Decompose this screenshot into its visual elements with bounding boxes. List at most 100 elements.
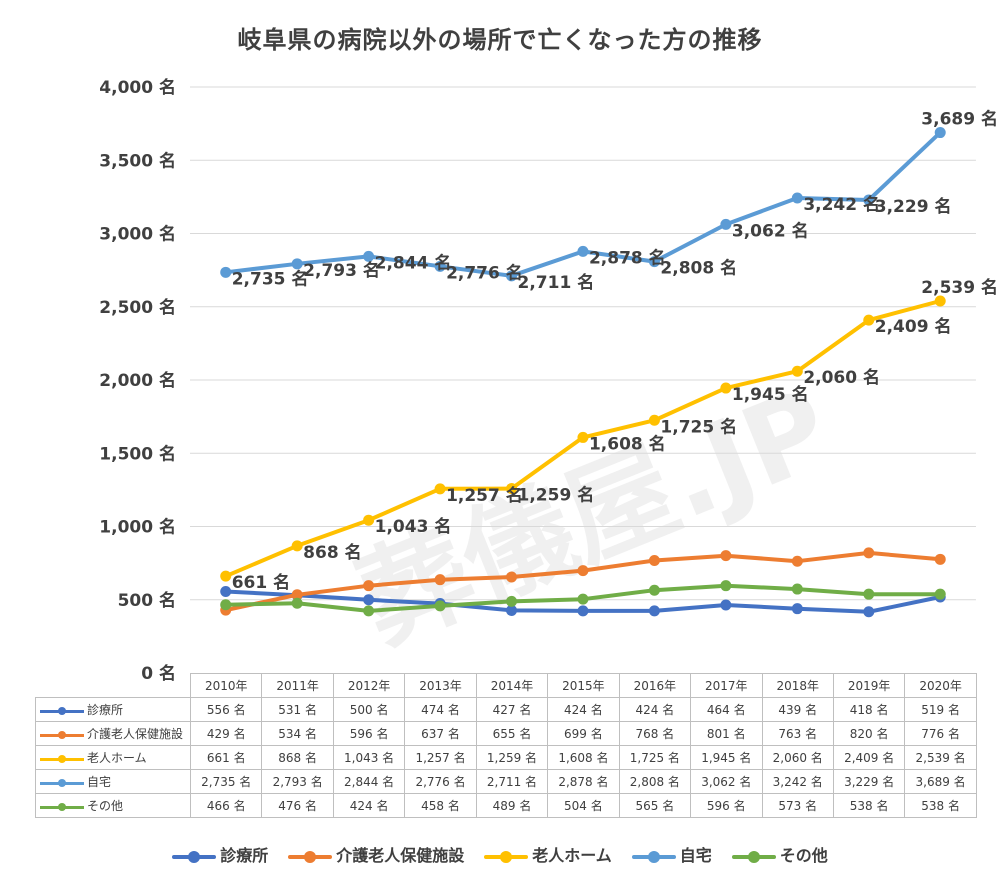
table-cell: 2,878 名 <box>547 769 620 794</box>
table-year-header: 2014年 <box>475 673 549 698</box>
data-point <box>863 314 875 326</box>
legend-key <box>631 850 676 863</box>
data-point <box>648 256 660 268</box>
data-point <box>791 192 803 204</box>
table-cell: 3,689 名 <box>904 769 977 794</box>
legend-label: 老人ホーム <box>532 846 612 865</box>
legend-item: 老人ホーム <box>484 842 612 866</box>
table-cell: 2,776 名 <box>404 769 477 794</box>
chart-title: 岐阜県の病院以外の場所で亡くなった方の推移 <box>237 26 763 54</box>
data-point <box>291 589 303 601</box>
table-cell: 596 名 <box>332 721 406 746</box>
data-point <box>720 550 732 562</box>
table-row-header: 介護老人保健施設 <box>35 721 191 746</box>
data-point <box>434 260 446 272</box>
table-cell: 1,608 名 <box>547 745 620 770</box>
data-label: 3,229 名 <box>875 196 952 217</box>
data-point <box>506 483 518 495</box>
data-point <box>434 483 446 495</box>
table-header-row: 2010年 2011年 2012年 2013年 2014年 2015年 2016年 2017年… <box>35 673 977 698</box>
table-row: 自宅 2,735 名 2,793 名 2,844 名 2,776 名 2,711 名 2,8… <box>35 769 977 794</box>
table-row-header: 診療所 <box>35 697 191 722</box>
data-point <box>577 565 589 577</box>
table-year-header: 2018年 <box>761 673 834 698</box>
table-cell: 2,060 名 <box>761 745 834 770</box>
data-point <box>363 514 375 526</box>
data-point <box>648 584 660 596</box>
legend-key <box>731 850 776 863</box>
legend-label: 自宅 <box>679 846 712 865</box>
y-tick-label: 2,000 名 <box>99 370 176 391</box>
legend-label: 介護老人保健施設 <box>336 846 465 865</box>
data-label: 3,689 名 <box>921 109 998 130</box>
data-point <box>220 570 232 582</box>
data-point <box>577 605 589 617</box>
table-year-header: 2011年 <box>261 673 334 698</box>
data-point <box>220 586 232 598</box>
data-label: 2,409 名 <box>875 316 952 337</box>
table-cell: 538 名 <box>904 793 977 818</box>
watermark: 葬儀屋.JP <box>342 364 847 667</box>
data-point <box>434 600 446 612</box>
table-cell: 466 名 <box>189 793 263 818</box>
table-cell: 3,242 名 <box>761 769 834 794</box>
table-cell: 476 名 <box>261 793 334 818</box>
legend: 診療所 介護老人保健施設 老人ホーム 自宅 その他 <box>0 842 1000 866</box>
data-label: 2,808 名 <box>660 258 737 279</box>
table-year-header: 2016年 <box>618 673 692 698</box>
data-point <box>863 588 875 600</box>
data-point <box>506 270 518 282</box>
legend-key <box>172 850 217 863</box>
table-cell: 504 名 <box>547 793 620 818</box>
data-point <box>291 540 303 552</box>
table-cell: 439 名 <box>761 697 834 722</box>
table-cell: 1,257 名 <box>404 745 477 770</box>
data-label: 1,725 名 <box>660 416 737 437</box>
data-label: 661 名 <box>232 572 290 593</box>
data-point <box>363 605 375 617</box>
legend-item: 診療所 <box>172 842 268 866</box>
table-row-header: 老人ホーム <box>35 745 191 770</box>
table-cell: 1,043 名 <box>332 745 406 770</box>
table-corner <box>35 673 191 698</box>
data-point <box>720 599 732 611</box>
data-point <box>720 382 732 394</box>
series-name: 診療所 <box>87 703 124 717</box>
table-cell: 637 名 <box>404 721 477 746</box>
data-point <box>934 127 946 139</box>
data-label: 868 名 <box>303 542 361 563</box>
table-year-header: 2013年 <box>404 673 477 698</box>
data-label: 2,844 名 <box>375 252 452 273</box>
table-cell: 427 名 <box>475 697 549 722</box>
table-cell: 565 名 <box>618 793 692 818</box>
y-tick-label: 1,500 名 <box>99 443 176 464</box>
data-point <box>648 605 660 617</box>
data-label: 3,242 名 <box>803 194 880 215</box>
data-point <box>291 258 303 270</box>
data-label: 1,043 名 <box>375 516 452 537</box>
series-name: 自宅 <box>87 775 112 789</box>
table-cell: 768 名 <box>618 721 692 746</box>
table-cell: 489 名 <box>475 793 549 818</box>
table-year-header: 2017年 <box>690 673 763 698</box>
data-table: 2010年 2011年 2012年 2013年 2014年 2015年 2016年 2017年… <box>35 673 977 818</box>
table-cell: 3,062 名 <box>690 769 763 794</box>
series-key <box>40 706 84 716</box>
data-point <box>577 593 589 605</box>
legend-item: 自宅 <box>631 842 712 866</box>
y-tick-label: 3,000 名 <box>99 224 176 245</box>
table-cell: 776 名 <box>904 721 977 746</box>
legend-label: その他 <box>779 846 828 865</box>
y-tick-label: 4,000 名 <box>99 77 176 98</box>
table-cell: 2,711 名 <box>475 769 549 794</box>
data-label: 2,776 名 <box>446 262 523 283</box>
table-cell: 3,229 名 <box>832 769 906 794</box>
data-point <box>291 597 303 609</box>
table-year-header: 2012年 <box>332 673 406 698</box>
data-point <box>791 555 803 567</box>
data-point <box>720 218 732 230</box>
table-cell: 2,539 名 <box>904 745 977 770</box>
data-point <box>363 580 375 592</box>
series-key <box>40 730 84 740</box>
table-cell: 424 名 <box>332 793 406 818</box>
